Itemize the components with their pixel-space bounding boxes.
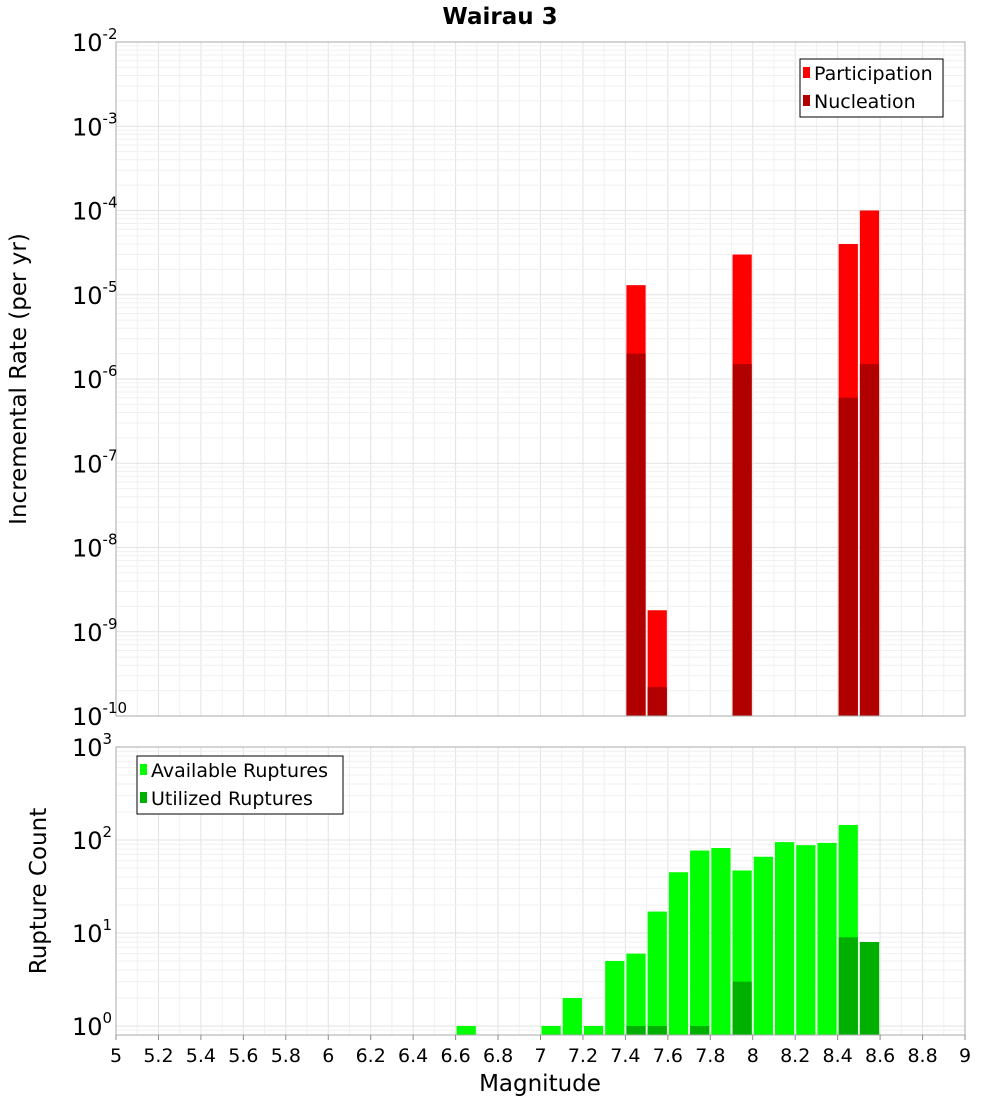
bar-utilized-ruptures xyxy=(647,1025,667,1035)
x-tick-label: 8.4 xyxy=(823,1045,853,1067)
x-tick-label: 8.6 xyxy=(865,1045,895,1067)
bar-available-ruptures xyxy=(647,911,667,1035)
bar-utilized-ruptures xyxy=(626,1025,646,1035)
x-tick-label: 7.6 xyxy=(653,1045,683,1067)
y-tick-label: 10-5 xyxy=(72,278,118,310)
bar-available-ruptures xyxy=(796,845,816,1035)
top-y-axis-ticks: 10-2 10-3 10-4 10-5 10-6 10-7 10-8 10-9 10-10 xyxy=(72,25,127,731)
x-tick-label: 7.2 xyxy=(568,1045,598,1067)
legend-swatch-available-ruptures xyxy=(140,764,147,775)
y-tick-label: 101 xyxy=(72,916,112,948)
x-tick-label: 7 xyxy=(534,1045,546,1067)
bar-utilized-ruptures xyxy=(859,942,880,1035)
bar-available-ruptures xyxy=(690,850,710,1035)
bottom-legend-box xyxy=(136,755,344,815)
y-tick-label: 10-3 xyxy=(72,109,118,141)
bar-available-ruptures xyxy=(562,997,582,1035)
x-tick-label: 8.8 xyxy=(907,1045,937,1067)
x-tick-label: 6.6 xyxy=(440,1045,470,1067)
x-tick-label: 6.8 xyxy=(483,1045,513,1067)
y-tick-label: 10-7 xyxy=(72,446,118,478)
y-tick-label: 10-2 xyxy=(72,25,118,57)
top-plot-grid xyxy=(115,41,966,717)
bar-available-ruptures xyxy=(626,953,646,1035)
bar-nucleation xyxy=(647,687,667,716)
x-tick-label: 5.8 xyxy=(271,1045,301,1067)
bar-available-ruptures xyxy=(583,1025,604,1035)
legend-swatch-participation xyxy=(803,67,810,78)
legend-label-nucleation: Nucleation xyxy=(814,91,916,113)
bar-utilized-ruptures xyxy=(732,981,752,1035)
bar-nucleation xyxy=(838,397,858,716)
bar-available-ruptures xyxy=(774,842,795,1035)
bar-available-ruptures xyxy=(605,960,625,1035)
top-y-axis-title: Incremental Rate (per yr) xyxy=(6,233,32,525)
top-plot-frame xyxy=(115,41,966,717)
x-tick-label: 7.8 xyxy=(695,1045,725,1067)
legend-swatch-utilized-ruptures xyxy=(140,792,147,803)
x-axis-title: Magnitude xyxy=(479,1071,601,1097)
y-tick-label: 10-6 xyxy=(72,362,118,394)
y-tick-label: 10-8 xyxy=(72,531,118,563)
x-tick-label: 6.2 xyxy=(356,1045,386,1067)
y-tick-label: 10-4 xyxy=(72,194,118,226)
x-tick-label: 5.6 xyxy=(228,1045,258,1067)
bar-available-ruptures xyxy=(668,872,689,1035)
y-tick-label: 103 xyxy=(72,730,112,762)
x-tick-label: 8 xyxy=(747,1045,759,1067)
bar-utilized-ruptures xyxy=(838,937,858,1035)
legend-swatch-nucleation xyxy=(803,95,810,106)
bar-utilized-ruptures xyxy=(690,1025,710,1035)
y-tick-label: 100 xyxy=(72,1009,112,1041)
x-tick-label: 9 xyxy=(959,1045,971,1067)
x-tick-label: 6.4 xyxy=(398,1045,428,1067)
bar-available-ruptures xyxy=(753,856,773,1035)
bottom-y-axis-ticks: 103 102 101 100 xyxy=(72,730,112,1041)
bottom-y-axis-title: Rupture Count xyxy=(26,808,52,974)
legend-label-utilized-ruptures: Utilized Ruptures xyxy=(151,788,313,810)
bar-nucleation xyxy=(859,364,880,716)
x-tick-label: 8.2 xyxy=(780,1045,810,1067)
top-legend-box xyxy=(799,58,944,118)
bar-available-ruptures xyxy=(456,1025,476,1035)
legend-label-participation: Participation xyxy=(814,63,933,85)
x-tick-label: 6 xyxy=(322,1045,334,1067)
bottom-plot-bars xyxy=(456,824,880,1035)
bottom-legend: Available Ruptures Utilized Ruptures xyxy=(136,755,344,815)
bar-available-ruptures xyxy=(711,848,731,1035)
bar-available-ruptures xyxy=(541,1025,561,1035)
x-tick-label: 5.2 xyxy=(143,1045,173,1067)
x-tick-label: 5 xyxy=(110,1045,122,1067)
bar-available-ruptures xyxy=(817,842,837,1035)
bar-nucleation xyxy=(626,353,646,716)
x-axis-ticks: 5 5.2 5.4 5.6 5.8 6 6.2 6.4 6.6 6.8 7 7.2 7.4 7.6 7.8 8… xyxy=(110,1035,971,1067)
y-tick-label: 102 xyxy=(72,823,112,855)
y-tick-label: 10-9 xyxy=(72,615,118,647)
y-tick-label: 10-10 xyxy=(72,699,127,731)
x-tick-label: 5.4 xyxy=(186,1045,216,1067)
bar-nucleation xyxy=(732,364,752,716)
chart-title: Wairau 3 xyxy=(442,4,557,30)
legend-label-available-ruptures: Available Ruptures xyxy=(151,760,328,782)
x-tick-label: 7.4 xyxy=(610,1045,640,1067)
top-plot-bars xyxy=(626,210,880,717)
top-legend: Participation Nucleation xyxy=(799,58,944,118)
